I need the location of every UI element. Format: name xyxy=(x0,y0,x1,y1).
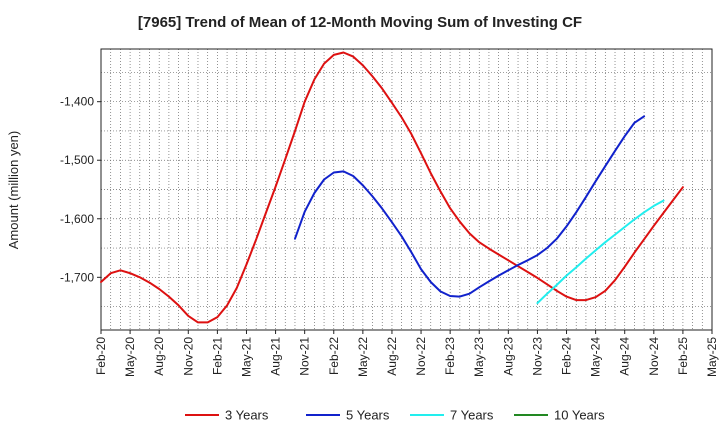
x-tick-label: May-25 xyxy=(705,337,719,377)
chart-title: [7965] Trend of Mean of 12-Month Moving … xyxy=(137,14,583,31)
y-axis-label: Amount (million yen) xyxy=(6,131,21,250)
x-tick-label: Aug-20 xyxy=(152,337,166,376)
x-tick-label: Feb-22 xyxy=(327,337,341,375)
plot-area-frame xyxy=(100,48,713,331)
legend-label: 7 Years xyxy=(450,408,494,423)
y-tick-label: -1,400 xyxy=(60,95,94,109)
x-tick-label: Nov-21 xyxy=(298,337,312,376)
x-tick-label: May-20 xyxy=(123,337,137,377)
x-tick-label: Nov-20 xyxy=(181,337,195,376)
legend: 3 Years 5 Years 7 Years 10 Years xyxy=(185,408,605,423)
x-tick-label: May-22 xyxy=(356,337,370,377)
x-tick-label: Feb-20 xyxy=(94,337,108,375)
x-tick-label: Feb-23 xyxy=(443,337,457,375)
x-tick-label: Aug-22 xyxy=(385,337,399,376)
x-tick-label: Feb-21 xyxy=(210,337,224,375)
series-line-3-years xyxy=(100,51,684,324)
legend-label: 5 Years xyxy=(346,408,390,423)
y-axis-ticks: -1,400 -1,500 -1,600 -1,700 xyxy=(60,95,101,284)
x-axis-ticks: Feb-20 May-20 Aug-20 Nov-20 Feb-21 May-21 Aug-… xyxy=(94,330,719,377)
legend-label: 3 Years xyxy=(225,408,269,423)
x-tick-label: Feb-25 xyxy=(676,337,690,375)
x-tick-label: May-24 xyxy=(589,337,603,377)
series-lines xyxy=(100,51,684,324)
x-tick-label: Nov-22 xyxy=(414,337,428,376)
x-tick-label: May-23 xyxy=(472,337,486,377)
x-tick-label: Nov-24 xyxy=(647,337,661,376)
x-tick-label: Aug-21 xyxy=(269,337,283,376)
x-tick-label: Aug-24 xyxy=(618,337,632,376)
grid-lines xyxy=(101,49,712,330)
x-tick-label: Feb-24 xyxy=(560,337,574,375)
y-tick-label: -1,500 xyxy=(60,153,94,167)
y-tick-label: -1,600 xyxy=(60,212,94,226)
x-tick-label: Aug-23 xyxy=(501,337,515,376)
x-tick-label: May-21 xyxy=(239,337,253,377)
legend-label: 10 Years xyxy=(554,408,605,423)
series-line-7-years xyxy=(536,199,665,305)
y-tick-label: -1,700 xyxy=(60,270,94,284)
x-tick-label: Nov-23 xyxy=(530,337,544,376)
series-line-5-years xyxy=(294,115,646,298)
